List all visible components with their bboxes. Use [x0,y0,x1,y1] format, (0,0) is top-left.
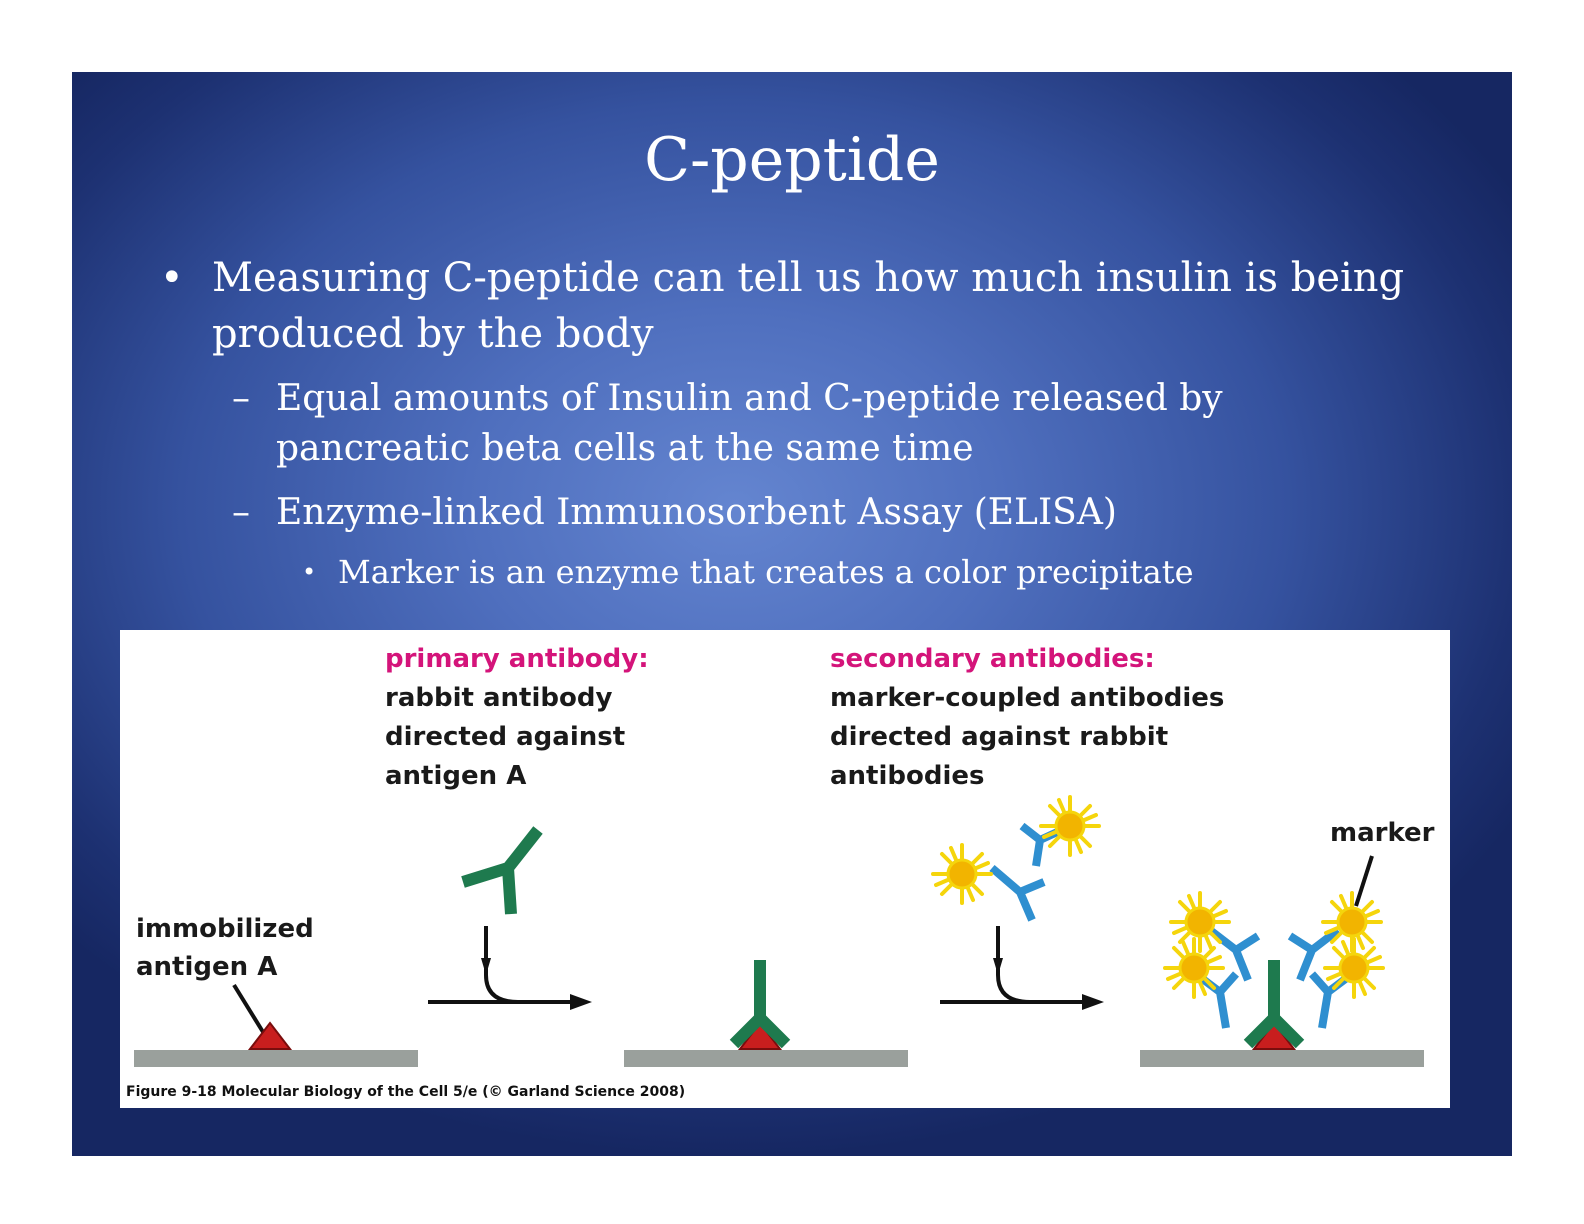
secondary-antibodies-line: antibodies [830,761,985,791]
sub-bullet-text: Enzyme-linked Immunosorbent Assay (ELISA… [276,492,1117,533]
marker-icon [1163,937,1225,999]
reaction-arrow-2 [940,926,1104,1010]
marker-icon [1169,891,1231,953]
bound-secondary-antibodies [1193,926,1355,1029]
free-secondary-antibodies [931,795,1101,922]
antigen-label-line: antigen A [136,952,278,982]
bound-primary-antibody [729,960,791,1049]
marker-icon [931,843,993,905]
primary-antibody-heading: primary antibody: [385,644,649,674]
sub-bullet-marker: – [232,492,250,533]
figure-caption: Figure 9-18 Molecular Biology of the Cel… [126,1084,686,1100]
free-primary-antibody [461,826,543,915]
antigen-label: immobilized antigen A [136,902,314,994]
elisa-diagram [134,795,1424,1067]
secondary-antibodies-line: directed against rabbit [830,722,1169,752]
slide: C-peptide • Measuring C-peptide can tell… [72,72,1512,1156]
marker-icon [1039,795,1101,857]
reaction-arrow-1 [428,926,592,1010]
bullet-list: • Measuring C-peptide can tell us how mu… [72,72,1512,1156]
sub-sub-bullet-text: Marker is an enzyme that creates a color… [338,553,1194,591]
bullet-text: Measuring C-peptide can tell us how much… [212,255,1405,357]
marker-icon [1323,937,1385,999]
slide-title: C-peptide [644,125,940,195]
sub-bullet-marker: – [232,378,250,419]
primary-antibody-line: antigen A [385,761,527,791]
primary-antibody-line: rabbit antibody [385,683,613,713]
antigen-triangle-1 [247,1021,293,1050]
bound-primary-antibody-3 [1243,960,1305,1049]
surface-1 [134,1050,418,1067]
antigen-pointer-line [232,983,265,1034]
marker-pointer-line [1354,855,1374,907]
antigen-label-line: immobilized [136,914,314,944]
elisa-figure: primary antibody: rabbit antibody direct… [120,630,1450,1108]
secondary-antibodies-heading: secondary antibodies: [830,644,1155,674]
primary-antibody-line: directed against [385,722,626,752]
marker-label: marker [1330,818,1435,848]
surface-2 [624,1050,908,1067]
primary-antibody-label: primary antibody: rabbit antibody direct… [385,640,649,796]
bullet-marker: • [160,255,184,301]
sub-sub-bullet-marker: • [302,558,317,586]
sub-bullet-text: Equal amounts of Insulin and C-peptide r… [276,378,1223,469]
secondary-antibodies-label: secondary antibodies: marker-coupled ant… [830,640,1224,796]
secondary-antibodies-line: marker-coupled antibodies [830,683,1225,713]
surface-3 [1140,1050,1424,1067]
